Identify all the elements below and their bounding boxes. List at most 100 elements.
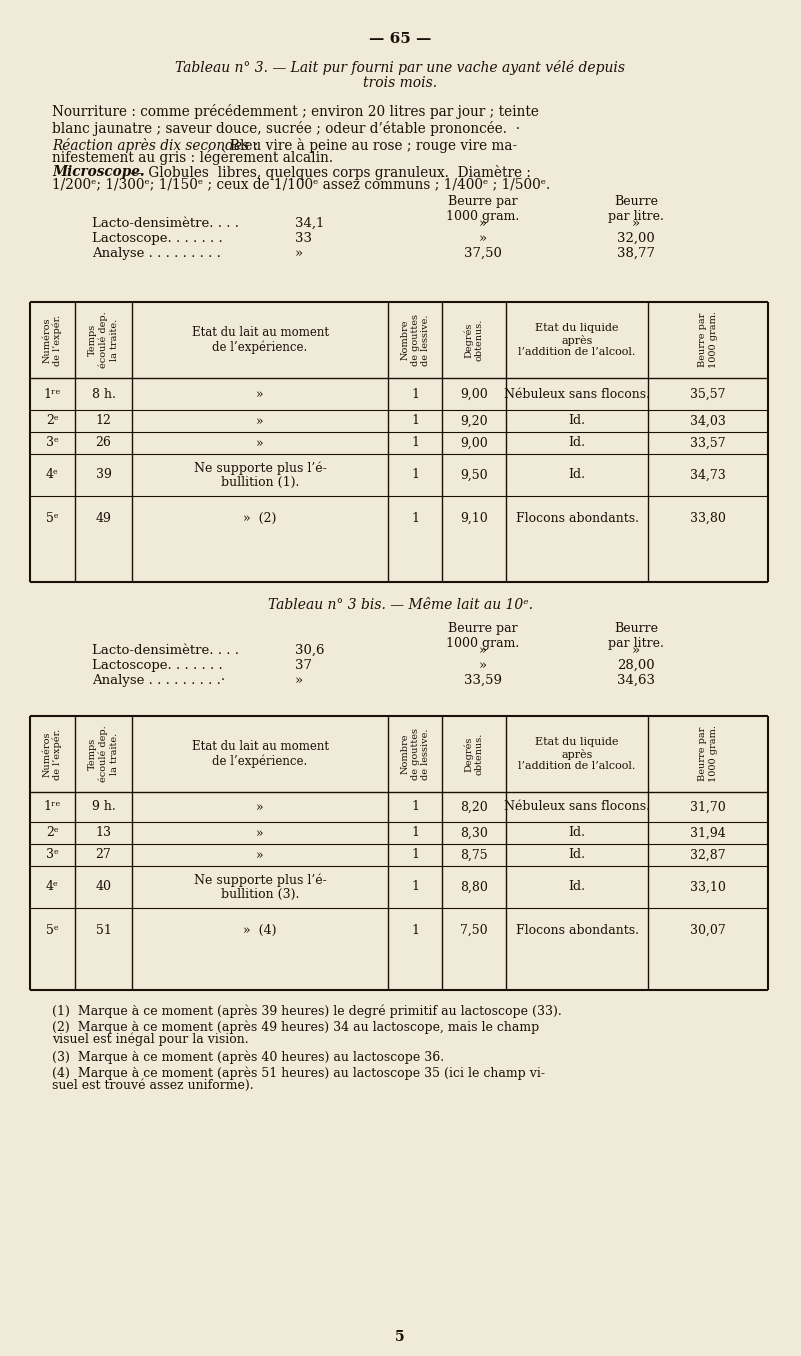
Text: »: » <box>632 217 640 231</box>
Text: 33,80: 33,80 <box>690 511 726 525</box>
Text: 2ᵉ: 2ᵉ <box>46 827 59 839</box>
Text: 38,77: 38,77 <box>617 247 655 260</box>
Text: Tableau n° 3. — Lait pur fourni par une vache ayant vélé depuis: Tableau n° 3. — Lait pur fourni par une … <box>175 60 625 75</box>
Text: 8,30: 8,30 <box>460 827 488 839</box>
Text: »: » <box>479 659 487 673</box>
Text: 13: 13 <box>95 827 111 839</box>
Text: 34,1: 34,1 <box>295 217 324 231</box>
Text: 37: 37 <box>295 659 312 673</box>
Text: Beurre
par litre.: Beurre par litre. <box>608 195 664 222</box>
Text: 30,6: 30,6 <box>295 644 324 658</box>
Text: Numéros
de l’expér.: Numéros de l’expér. <box>42 315 62 366</box>
Text: Microscope.: Microscope. <box>52 165 145 179</box>
Text: 1: 1 <box>411 511 419 525</box>
Text: Id.: Id. <box>569 827 586 839</box>
Text: »: » <box>256 849 264 861</box>
Text: »: » <box>256 827 264 839</box>
Text: 7,50: 7,50 <box>461 923 488 937</box>
Text: (2)  Marque à ce moment (après 49 heures) 34 au lactoscope, mais le champ: (2) Marque à ce moment (après 49 heures)… <box>52 1021 539 1035</box>
Text: Ne supporte plus l’é-: Ne supporte plus l’é- <box>194 873 326 887</box>
Text: Flocons abondants.: Flocons abondants. <box>516 923 638 937</box>
Text: 32,87: 32,87 <box>690 849 726 861</box>
Text: Nébuleux sans flocons.: Nébuleux sans flocons. <box>504 388 650 400</box>
Text: »: » <box>256 388 264 400</box>
Text: Ne supporte plus l’é-: Ne supporte plus l’é- <box>194 461 326 475</box>
Text: »: » <box>256 415 264 427</box>
Text: Degrés
obtenus.: Degrés obtenus. <box>464 319 484 361</box>
Text: »: » <box>479 232 487 245</box>
Text: Tableau n° 3 bis. — Même lait au 10ᵉ.: Tableau n° 3 bis. — Même lait au 10ᵉ. <box>268 598 533 612</box>
Text: Id.: Id. <box>569 469 586 481</box>
Text: 5ᵉ: 5ᵉ <box>46 511 59 525</box>
Text: 33,59: 33,59 <box>464 674 502 687</box>
Text: »: » <box>256 800 264 814</box>
Text: Beurre par
1000 gram.: Beurre par 1000 gram. <box>446 195 520 222</box>
Text: (4)  Marque à ce moment (après 51 heures) au lactoscope 35 (ici le champ vi-: (4) Marque à ce moment (après 51 heures)… <box>52 1067 545 1081</box>
Text: 9 h.: 9 h. <box>91 800 115 814</box>
Text: 28,00: 28,00 <box>618 659 654 673</box>
Text: Lactoscope. . . . . . .: Lactoscope. . . . . . . <box>92 232 223 245</box>
Text: nifestement au gris : légèrement alcalin.: nifestement au gris : légèrement alcalin… <box>52 151 333 165</box>
Text: 9,20: 9,20 <box>461 415 488 427</box>
Text: Beurre
par litre.: Beurre par litre. <box>608 622 664 650</box>
Text: 1ʳᵉ: 1ʳᵉ <box>44 800 61 814</box>
Text: Etat du lait au moment
de l’expérience.: Etat du lait au moment de l’expérience. <box>191 740 328 769</box>
Text: Etat du lait au moment
de l’expérience.: Etat du lait au moment de l’expérience. <box>191 325 328 354</box>
Text: bullition (3).: bullition (3). <box>221 887 300 900</box>
Text: 9,00: 9,00 <box>460 437 488 449</box>
Text: 30,07: 30,07 <box>690 923 726 937</box>
Text: Lactoscope. . . . . . .: Lactoscope. . . . . . . <box>92 659 223 673</box>
Text: 27: 27 <box>95 849 111 861</box>
Text: (1)  Marque à ce moment (après 39 heures) le degré primitif au lactoscope (33).: (1) Marque à ce moment (après 39 heures)… <box>52 1005 562 1018</box>
Text: — Globules  libres, quelques corps granuleux.  Diamètre :: — Globules libres, quelques corps granul… <box>126 165 531 180</box>
Text: 1: 1 <box>411 923 419 937</box>
Text: 49: 49 <box>95 511 111 525</box>
Text: 9,00: 9,00 <box>460 388 488 400</box>
Text: Beurre par
1000 gram.: Beurre par 1000 gram. <box>698 725 718 782</box>
Text: 1ʳᵉ: 1ʳᵉ <box>44 388 61 400</box>
Text: 9,50: 9,50 <box>461 469 488 481</box>
Text: Nourriture : comme précédemment ; environ 20 litres par jour ; teinte
blanc jaun: Nourriture : comme précédemment ; enviro… <box>52 104 539 137</box>
Text: 8,75: 8,75 <box>461 849 488 861</box>
Text: 4ᵉ: 4ᵉ <box>46 880 59 894</box>
Text: 12: 12 <box>95 415 111 427</box>
Text: 34,63: 34,63 <box>617 674 655 687</box>
Text: 1: 1 <box>411 415 419 427</box>
Text: Flocons abondants.: Flocons abondants. <box>516 511 638 525</box>
Text: Degrés
obtenus.: Degrés obtenus. <box>464 732 484 776</box>
Text: 31,94: 31,94 <box>690 827 726 839</box>
Text: Id.: Id. <box>569 437 586 449</box>
Text: 8,20: 8,20 <box>460 800 488 814</box>
Text: 37,50: 37,50 <box>464 247 502 260</box>
Text: Bleu vire à peine au rose ; rouge vire ma-: Bleu vire à peine au rose ; rouge vire m… <box>230 138 517 153</box>
Text: 9,10: 9,10 <box>460 511 488 525</box>
Text: 34,73: 34,73 <box>690 469 726 481</box>
Text: Id.: Id. <box>569 849 586 861</box>
Text: visuel est inégal pour la vision.: visuel est inégal pour la vision. <box>52 1033 248 1047</box>
Text: bullition (1).: bullition (1). <box>221 476 300 488</box>
Text: Etat du liquide
après
l’addition de l’alcool.: Etat du liquide après l’addition de l’al… <box>518 736 636 772</box>
Text: Beurre par
1000 gram.: Beurre par 1000 gram. <box>446 622 520 650</box>
Text: Lacto-densimètre. . . .: Lacto-densimètre. . . . <box>92 644 239 658</box>
Text: 33,57: 33,57 <box>690 437 726 449</box>
Text: 1: 1 <box>411 469 419 481</box>
Text: Réaction après dix secondes :: Réaction après dix secondes : <box>52 138 263 153</box>
Text: 33: 33 <box>295 232 312 245</box>
Text: Nébuleux sans flocons.: Nébuleux sans flocons. <box>504 800 650 814</box>
Text: 1: 1 <box>411 849 419 861</box>
Text: 5ᵉ: 5ᵉ <box>46 923 59 937</box>
Text: Id.: Id. <box>569 415 586 427</box>
Text: »: » <box>632 644 640 658</box>
Text: — 65 —: — 65 — <box>368 33 431 46</box>
Text: »: » <box>256 437 264 449</box>
Text: 31,70: 31,70 <box>690 800 726 814</box>
Text: 8 h.: 8 h. <box>91 388 115 400</box>
Text: Nombre
de gouttes
de lessive.: Nombre de gouttes de lessive. <box>400 728 430 780</box>
Text: »  (2): » (2) <box>244 511 276 525</box>
Text: 4ᵉ: 4ᵉ <box>46 469 59 481</box>
Text: Analyse . . . . . . . . .·: Analyse . . . . . . . . .· <box>92 674 225 687</box>
Text: »  (4): » (4) <box>244 923 277 937</box>
Text: 26: 26 <box>95 437 111 449</box>
Text: 2ᵉ: 2ᵉ <box>46 415 59 427</box>
Text: Beurre par
1000 gram.: Beurre par 1000 gram. <box>698 312 718 369</box>
